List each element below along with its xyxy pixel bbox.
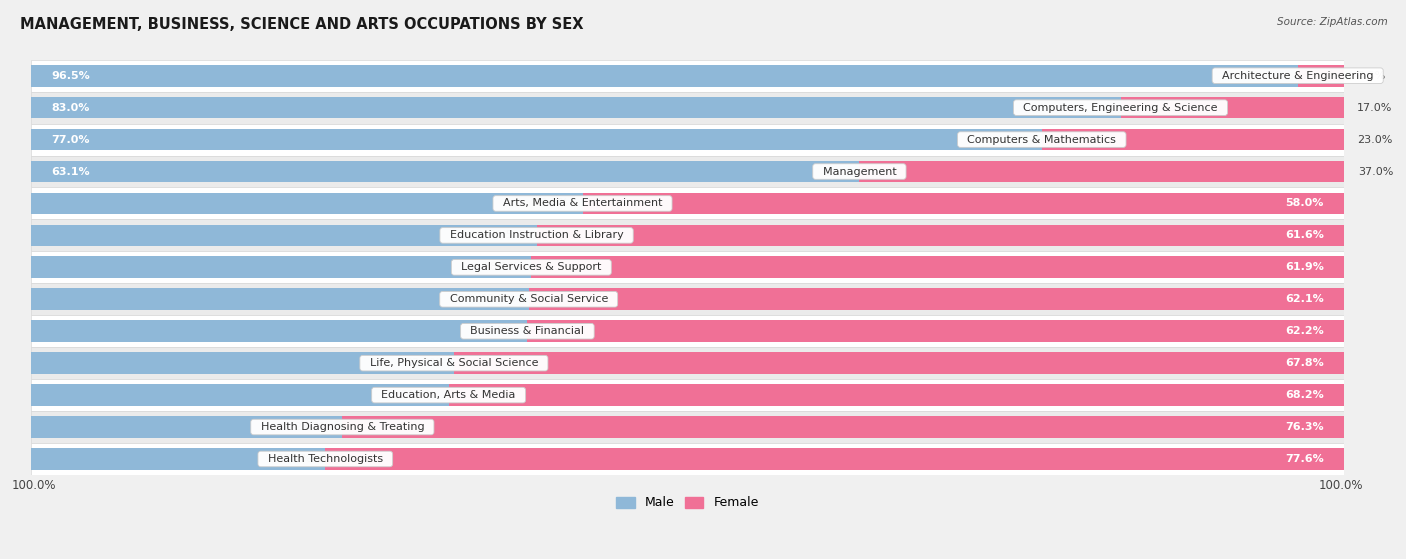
Text: 62.1%: 62.1% (1285, 294, 1324, 304)
Bar (31, 160, 859, 182)
Text: 31.8%: 31.8% (401, 390, 436, 400)
Text: Architecture & Engineering: Architecture & Engineering (1215, 70, 1381, 80)
Text: 77.0%: 77.0% (51, 135, 90, 145)
Bar (527, 320, 1344, 342)
Bar (31, 384, 449, 406)
Bar (31, 97, 1121, 119)
Text: 61.6%: 61.6% (1285, 230, 1324, 240)
Text: Management: Management (815, 167, 903, 177)
Text: 61.9%: 61.9% (1285, 262, 1324, 272)
Bar (1121, 97, 1344, 119)
Bar (31, 155, 1344, 187)
Text: 23.0%: 23.0% (1357, 135, 1392, 145)
Bar (31, 448, 325, 470)
Bar (537, 225, 1346, 247)
Bar (31, 283, 1344, 315)
Text: 100.0%: 100.0% (11, 479, 56, 492)
Text: MANAGEMENT, BUSINESS, SCIENCE AND ARTS OCCUPATIONS BY SEX: MANAGEMENT, BUSINESS, SCIENCE AND ARTS O… (20, 17, 583, 32)
Text: Legal Services & Support: Legal Services & Support (454, 262, 609, 272)
Text: 38.5%: 38.5% (488, 230, 523, 240)
Bar (1042, 129, 1344, 150)
Bar (325, 448, 1344, 470)
Bar (31, 60, 1344, 92)
Bar (31, 288, 529, 310)
Text: 100.0%: 100.0% (1319, 479, 1364, 492)
Bar (529, 288, 1344, 310)
Text: Education, Arts & Media: Education, Arts & Media (374, 390, 523, 400)
Bar (1298, 65, 1344, 87)
Bar (582, 193, 1344, 214)
Bar (31, 320, 527, 342)
Bar (31, 187, 1344, 220)
Text: Business & Financial: Business & Financial (464, 326, 592, 336)
Text: Health Diagnosing & Treating: Health Diagnosing & Treating (253, 422, 432, 432)
Text: 42.0%: 42.0% (534, 198, 569, 209)
Bar (31, 347, 1344, 379)
Text: 68.2%: 68.2% (1285, 390, 1324, 400)
Bar (531, 257, 1344, 278)
Bar (31, 252, 1344, 283)
Bar (31, 352, 454, 374)
Bar (31, 315, 1344, 347)
Text: 77.6%: 77.6% (1285, 454, 1324, 464)
Bar (31, 443, 1344, 475)
Bar (31, 193, 582, 214)
Text: 22.4%: 22.4% (277, 454, 312, 464)
Text: Computers, Engineering & Science: Computers, Engineering & Science (1017, 103, 1225, 112)
Bar (31, 411, 1344, 443)
Text: Source: ZipAtlas.com: Source: ZipAtlas.com (1277, 17, 1388, 27)
Text: Life, Physical & Social Science: Life, Physical & Social Science (363, 358, 546, 368)
Text: 17.0%: 17.0% (1357, 103, 1392, 112)
Bar (31, 129, 1042, 150)
Text: 32.2%: 32.2% (405, 358, 440, 368)
Text: Computers & Mathematics: Computers & Mathematics (960, 135, 1123, 145)
Text: Education Instruction & Library: Education Instruction & Library (443, 230, 630, 240)
Text: 83.0%: 83.0% (51, 103, 90, 112)
Legend: Male, Female: Male, Female (612, 491, 763, 514)
Text: 37.9%: 37.9% (479, 294, 516, 304)
Bar (31, 124, 1344, 155)
Bar (31, 225, 537, 247)
Bar (31, 92, 1344, 124)
Bar (31, 416, 342, 438)
Text: Health Technologists: Health Technologists (260, 454, 389, 464)
Bar (342, 416, 1344, 438)
Text: 23.7%: 23.7% (294, 422, 329, 432)
Bar (454, 352, 1344, 374)
Bar (31, 379, 1344, 411)
Bar (859, 160, 1346, 182)
Text: 96.5%: 96.5% (51, 70, 90, 80)
Bar (449, 384, 1344, 406)
Text: 67.8%: 67.8% (1285, 358, 1324, 368)
Text: 62.2%: 62.2% (1285, 326, 1324, 336)
Text: 76.3%: 76.3% (1285, 422, 1324, 432)
Bar (31, 65, 1298, 87)
Text: 37.0%: 37.0% (1358, 167, 1393, 177)
Text: Arts, Media & Entertainment: Arts, Media & Entertainment (496, 198, 669, 209)
Text: 58.0%: 58.0% (1285, 198, 1324, 209)
Text: Community & Social Service: Community & Social Service (443, 294, 614, 304)
Text: 37.8%: 37.8% (479, 326, 515, 336)
Text: 63.1%: 63.1% (51, 167, 90, 177)
Bar (31, 257, 531, 278)
Bar (31, 220, 1344, 252)
Text: 3.5%: 3.5% (1357, 70, 1385, 80)
Text: 38.1%: 38.1% (482, 262, 519, 272)
